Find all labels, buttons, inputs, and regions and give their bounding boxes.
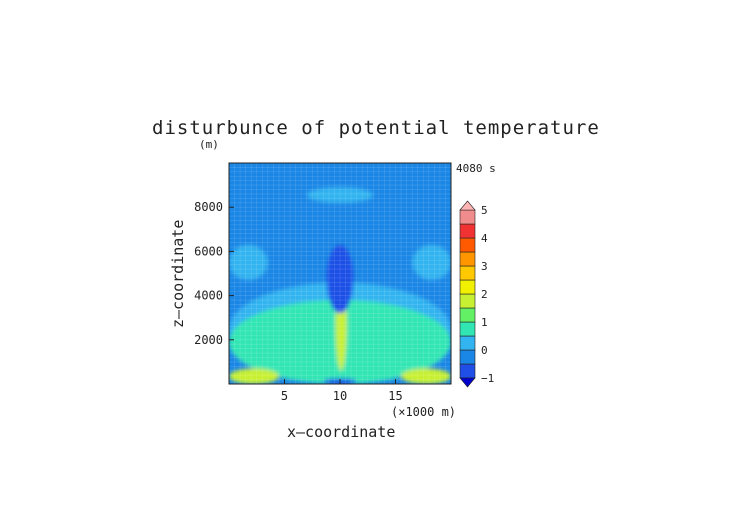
colorbar-tick-label: 3 — [481, 260, 488, 273]
grid-lines — [229, 163, 451, 384]
colorbar: −1 0 1 2 3 4 5 — [459, 200, 494, 388]
colorbar-bin — [459, 363, 476, 379]
colorbar-tick-label: 4 — [481, 232, 488, 245]
colorbar-underflow — [459, 377, 476, 388]
units-label: (m) — [199, 138, 219, 151]
colorbar-bin — [459, 265, 476, 281]
y-axis-label: z—coordinate — [169, 220, 187, 328]
x-unit-label: (×1000 m) — [391, 405, 456, 419]
x-tick-label: 15 — [388, 389, 402, 403]
y-tick-label: 6000 — [194, 244, 223, 258]
x-tick-label: 10 — [333, 389, 347, 403]
colorbar-bin — [459, 223, 476, 239]
x-tick-label: 5 — [281, 389, 288, 403]
region-upper-band — [306, 187, 374, 203]
colorbar-bin — [459, 307, 476, 323]
region-right-mid-patch — [412, 244, 451, 281]
time-label: 4080 s — [456, 162, 496, 175]
region-left-mid-patch — [229, 244, 268, 281]
colorbar-bin — [459, 321, 476, 337]
y-axis: 2000 4000 6000 8000 — [194, 200, 234, 347]
x-axis-label: x—coordinate — [287, 423, 395, 441]
region-cold-plume-top — [326, 244, 354, 314]
colorbar-tick-label: 5 — [481, 204, 488, 217]
colorbar-tick-label: 1 — [481, 316, 488, 329]
colorbar-bin — [459, 293, 476, 309]
colorbar-bin — [459, 349, 476, 365]
colorbar-overflow — [459, 200, 476, 211]
colorbar-bin — [459, 209, 476, 225]
x-axis: 5 10 15 — [281, 379, 403, 403]
colorbar-tick-label: −1 — [481, 372, 494, 385]
region-surface-warm-left — [229, 368, 279, 384]
colorbar-tick-label: 0 — [481, 344, 488, 357]
y-tick-label: 8000 — [194, 200, 223, 214]
colorbar-tick-label: 2 — [481, 288, 488, 301]
y-tick-label: 2000 — [194, 333, 223, 347]
colorbar-bin — [459, 251, 476, 267]
colorbar-bin — [459, 279, 476, 295]
colorbar-bin — [459, 335, 476, 351]
colorbar-bin — [459, 237, 476, 253]
plot-area — [229, 163, 451, 384]
chart-title: disturbunce of potential temperature — [152, 117, 600, 139]
y-tick-label: 4000 — [194, 289, 223, 303]
region-surface-warm-right — [401, 368, 451, 384]
